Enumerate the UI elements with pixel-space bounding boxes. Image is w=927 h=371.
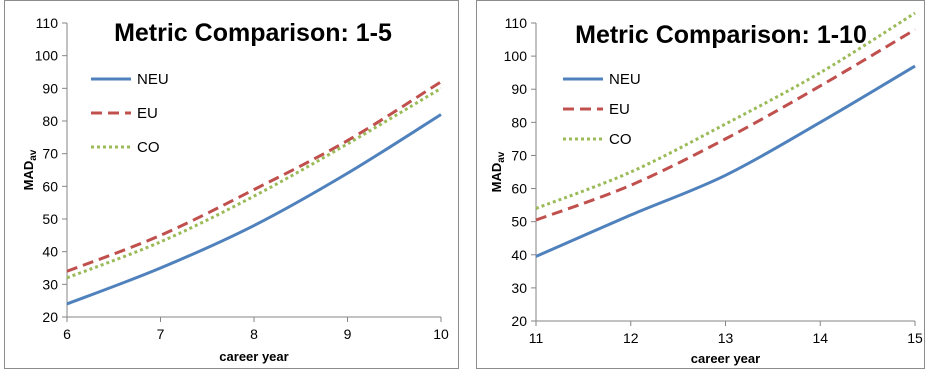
chart-2-y-tick-label: 60 — [511, 181, 527, 197]
chart-2-y-tick-label: 20 — [511, 313, 527, 329]
chart-2-series-eu-line — [535, 28, 916, 222]
chart-1-y-tick-label: 50 — [42, 211, 58, 227]
chart-2-legend-label-neu: NEU — [609, 71, 641, 88]
chart-2-y-axis-title-subscript: av — [496, 151, 507, 163]
chart-1-y-tick-label: 60 — [42, 178, 58, 194]
chart-2-x-tick-label: 15 — [907, 330, 923, 346]
chart-1-legend-label-co: CO — [137, 139, 160, 156]
chart-1-y-tick-label: 80 — [42, 113, 58, 129]
chart-2-y-tick-label: 40 — [511, 247, 527, 263]
chart-1-title: Metric Comparison: 1-5 — [114, 19, 392, 47]
chart-1-x-axis-title: career year — [219, 349, 288, 364]
chart-2-legend-label-eu: EU — [609, 101, 630, 118]
chart-1-y-axis-title-subscript: av — [28, 149, 39, 161]
chart-2-x-axis-title: career year — [691, 351, 760, 366]
chart-2-series-co-line — [535, 11, 916, 210]
chart-1-x-tick-label: 7 — [157, 326, 165, 342]
chart-2-y-tick-label: 50 — [511, 214, 527, 230]
chart-1-y-tick-label: 40 — [42, 244, 58, 260]
chart-1-10-svg: Metric Comparison: 1-10 20 30 40 50 60 70 80 90 1… — [489, 11, 923, 366]
chart-1-series-neu-line — [66, 113, 442, 306]
chart-1-x-tick-label: 9 — [344, 326, 352, 342]
chart-1-x-tick-label: 8 — [250, 326, 258, 342]
chart-panel-1-10: Metric Comparison: 1-10 20 30 40 50 60 70 80 90 1… — [476, 0, 925, 369]
chart-2-y-tick-label: 70 — [511, 147, 527, 163]
chart-1-legend-label-neu: NEU — [137, 71, 169, 88]
chart-2-y-axis-title-main: MAD — [489, 163, 504, 193]
chart-1-y-tick-label: 100 — [35, 48, 59, 64]
chart-2-y-tick-label: 80 — [511, 114, 527, 130]
chart-1-legend-label-eu: EU — [137, 105, 158, 122]
chart-1-y-tick-label: 30 — [42, 276, 58, 292]
chart-2-title: Metric Comparison: 1-10 — [575, 21, 867, 49]
chart-2-x-tick-label: 12 — [623, 330, 639, 346]
chart-1-y-axis-title-main: MAD — [21, 161, 36, 191]
chart-panel-1-5: Metric Comparison: 1-5 20 30 40 50 60 70 80 90 10… — [4, 0, 459, 369]
chart-1-series-co-line — [66, 87, 442, 280]
chart-1-y-tick-label: 70 — [42, 146, 58, 162]
chart-2-y-axis-title: MADav — [489, 151, 507, 192]
chart-1-5-svg: Metric Comparison: 1-5 20 30 40 50 60 70 80 90 10… — [21, 15, 449, 364]
chart-2-y-tick-label: 30 — [511, 280, 527, 296]
chart-2-y-tick-label: 110 — [505, 15, 528, 31]
chart-2-y-tick-label: 90 — [511, 81, 527, 97]
chart-2-legend-label-co: CO — [609, 131, 632, 148]
chart-2-x-tick-label: 13 — [718, 330, 734, 346]
chart-1-y-axis-title: MADav — [21, 149, 39, 190]
chart-1-y-tick-label: 90 — [42, 80, 58, 96]
chart-1-x-tick-label: 6 — [63, 326, 71, 342]
chart-2-x-tick-label: 11 — [529, 330, 544, 346]
chart-2-y-tick-label: 100 — [504, 48, 528, 64]
chart-1-y-tick-label: 110 — [36, 15, 59, 31]
chart-2-x-tick-label: 14 — [812, 330, 828, 346]
chart-1-series-eu-line — [66, 80, 442, 273]
chart-2-series-neu-line — [535, 64, 916, 258]
chart-1-y-tick-label: 20 — [42, 309, 58, 325]
chart-1-x-tick-label: 10 — [433, 326, 449, 342]
